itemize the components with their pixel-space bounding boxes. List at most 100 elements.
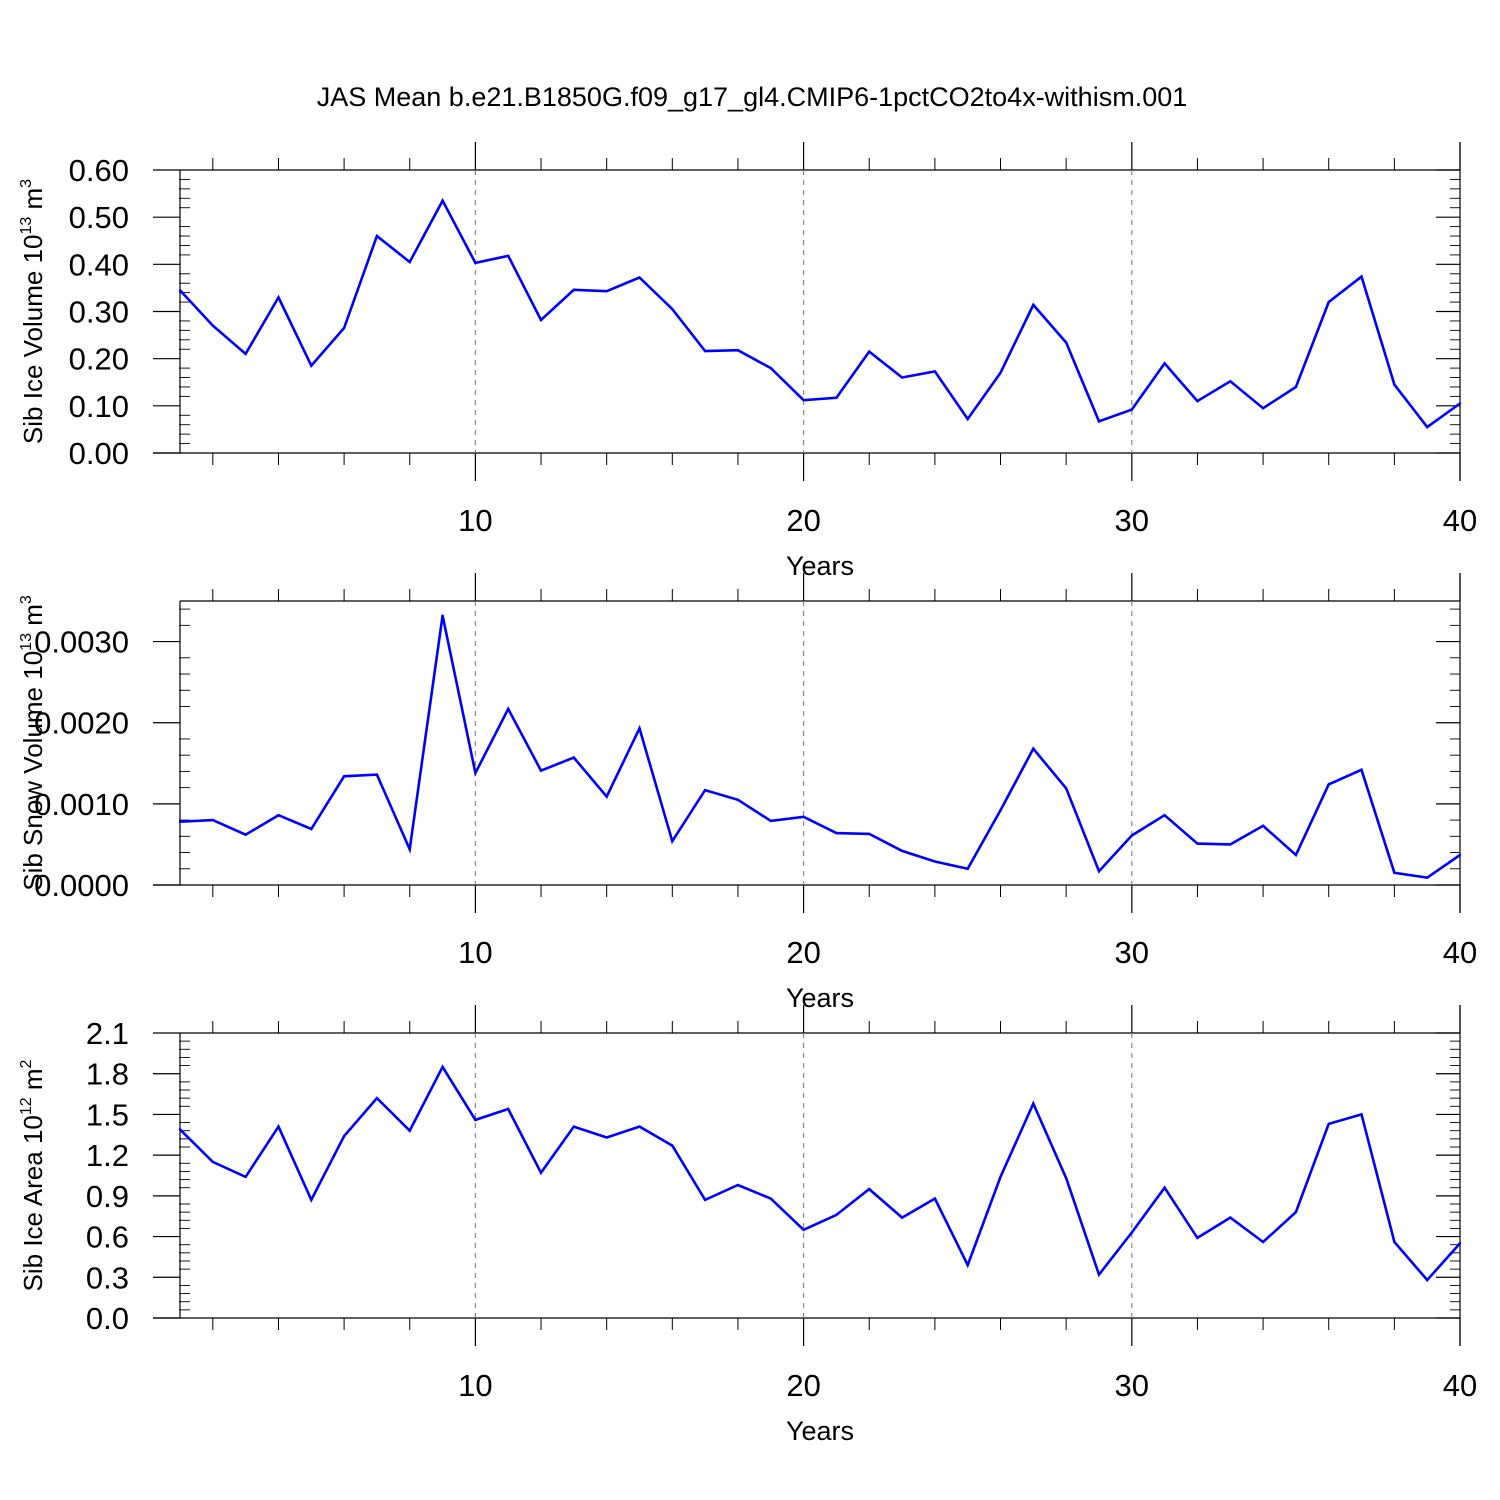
data-point: [1097, 1273, 1101, 1276]
data-point: [1229, 380, 1232, 383]
data-point: [1130, 1231, 1133, 1234]
x-tick-label: 30: [1115, 503, 1149, 538]
data-point: [605, 1136, 608, 1139]
data-point: [277, 814, 280, 817]
data-point: [211, 818, 215, 822]
y-tick-label: 0.40: [69, 247, 129, 282]
data-point: [671, 839, 674, 843]
data-point: [1229, 843, 1232, 846]
data-point: [1458, 853, 1462, 857]
data-point: [933, 860, 937, 863]
data-point: [244, 833, 247, 836]
data-point: [1163, 1186, 1166, 1189]
data-point: [736, 348, 740, 352]
x-axis-label: Years: [786, 1416, 854, 1446]
panel-3: 10 20 30 40 0.0 0.3 0.6 0.9 1.2 1.5 1.8 2.1 Years Sib…: [18, 1005, 1477, 1446]
data-point: [1097, 420, 1101, 423]
data-point: [539, 318, 543, 322]
y-axis-label: Sib Ice Area 1012 m2: [18, 1059, 48, 1291]
data-point: [1458, 402, 1462, 405]
data-point: [539, 769, 543, 772]
x-tick-label: 30: [1115, 935, 1149, 970]
data-point: [507, 707, 510, 711]
data-point: [638, 276, 641, 279]
data-point: [966, 417, 969, 421]
y-tick-label: 1.8: [86, 1057, 129, 1092]
data-point: [1393, 1240, 1396, 1244]
data-point: [211, 1160, 215, 1164]
y-tick-label: 0.3: [86, 1260, 129, 1295]
x-tick-label: 20: [786, 503, 820, 538]
y-tick-label: 0.0: [86, 1301, 129, 1336]
y-tick-label: 0.0020: [34, 706, 129, 741]
y-axis-label: Sib Ice Volume 1013 m3: [18, 179, 48, 444]
data-point: [244, 1175, 247, 1179]
data-point: [736, 1183, 740, 1187]
data-point: [605, 795, 608, 798]
y-tick-label: 1.5: [86, 1097, 129, 1132]
data-point: [1360, 1113, 1363, 1116]
data-point: [1064, 341, 1068, 344]
data-point: [999, 809, 1002, 812]
data-point: [507, 254, 510, 258]
data-point: [802, 815, 805, 819]
data-point: [375, 773, 379, 776]
series-line: [179, 1064, 1461, 1282]
data-point: [1294, 853, 1298, 857]
data-point: [868, 350, 871, 353]
data-point: [441, 614, 444, 617]
data-point: [802, 1228, 805, 1231]
x-tick-label: 20: [786, 935, 820, 970]
x-axis-label: Years: [786, 983, 854, 1013]
data-point: [1425, 876, 1429, 879]
data-point: [999, 371, 1002, 375]
data-point: [1261, 1240, 1265, 1244]
data-point: [1327, 783, 1330, 786]
data-point: [1393, 383, 1396, 386]
panel-1: 10 20 30 40 0.00 0.10 0.20 0.30 0.40 0.50 0.60 Year…: [18, 142, 1477, 581]
x-tick-label: 40: [1443, 1368, 1477, 1403]
data-point: [342, 775, 346, 778]
data-point: [572, 1125, 576, 1128]
y-tick-label: 2.1: [86, 1016, 129, 1051]
data-point: [933, 370, 937, 373]
x-tick-label: 10: [458, 1368, 492, 1403]
data-point: [178, 289, 182, 292]
data-point: [1360, 768, 1363, 771]
data-point: [900, 376, 904, 379]
data-point: [1261, 824, 1265, 827]
data-point: [310, 827, 313, 831]
data-point: [408, 260, 411, 264]
data-point: [310, 1198, 313, 1202]
data-point: [342, 1134, 346, 1138]
figure-title: JAS Mean b.e21.B1850G.f09_g17_gl4.CMIP6-…: [317, 82, 1188, 112]
data-point: [769, 1197, 772, 1200]
data-point: [1064, 1177, 1068, 1180]
y-tick-label: 0.60: [69, 153, 129, 188]
data-point: [277, 1125, 280, 1128]
data-point: [1130, 408, 1133, 411]
data-point: [1360, 275, 1363, 278]
data-point: [671, 1144, 674, 1147]
data-point: [868, 1187, 871, 1191]
data-point: [441, 199, 444, 202]
data-point: [1393, 871, 1396, 875]
panels: 10 20 30 40 0.00 0.10 0.20 0.30 0.40 0.50 0.60 Year…: [18, 142, 1477, 1446]
data-point: [1130, 834, 1133, 837]
y-tick-label: 0.0000: [34, 868, 129, 903]
data-point: [1196, 842, 1199, 845]
data-point: [572, 288, 576, 292]
data-point: [1425, 425, 1429, 429]
data-point: [900, 849, 904, 853]
data-point: [835, 396, 838, 400]
data-point: [441, 1065, 444, 1069]
data-point: [736, 798, 740, 801]
data-point: [1196, 399, 1199, 403]
data-point: [1261, 406, 1265, 410]
y-tick-label: 0.20: [69, 342, 129, 377]
x-tick-label: 40: [1443, 935, 1477, 970]
data-point: [835, 1213, 838, 1217]
data-point: [375, 1096, 379, 1100]
data-point: [703, 1198, 707, 1202]
